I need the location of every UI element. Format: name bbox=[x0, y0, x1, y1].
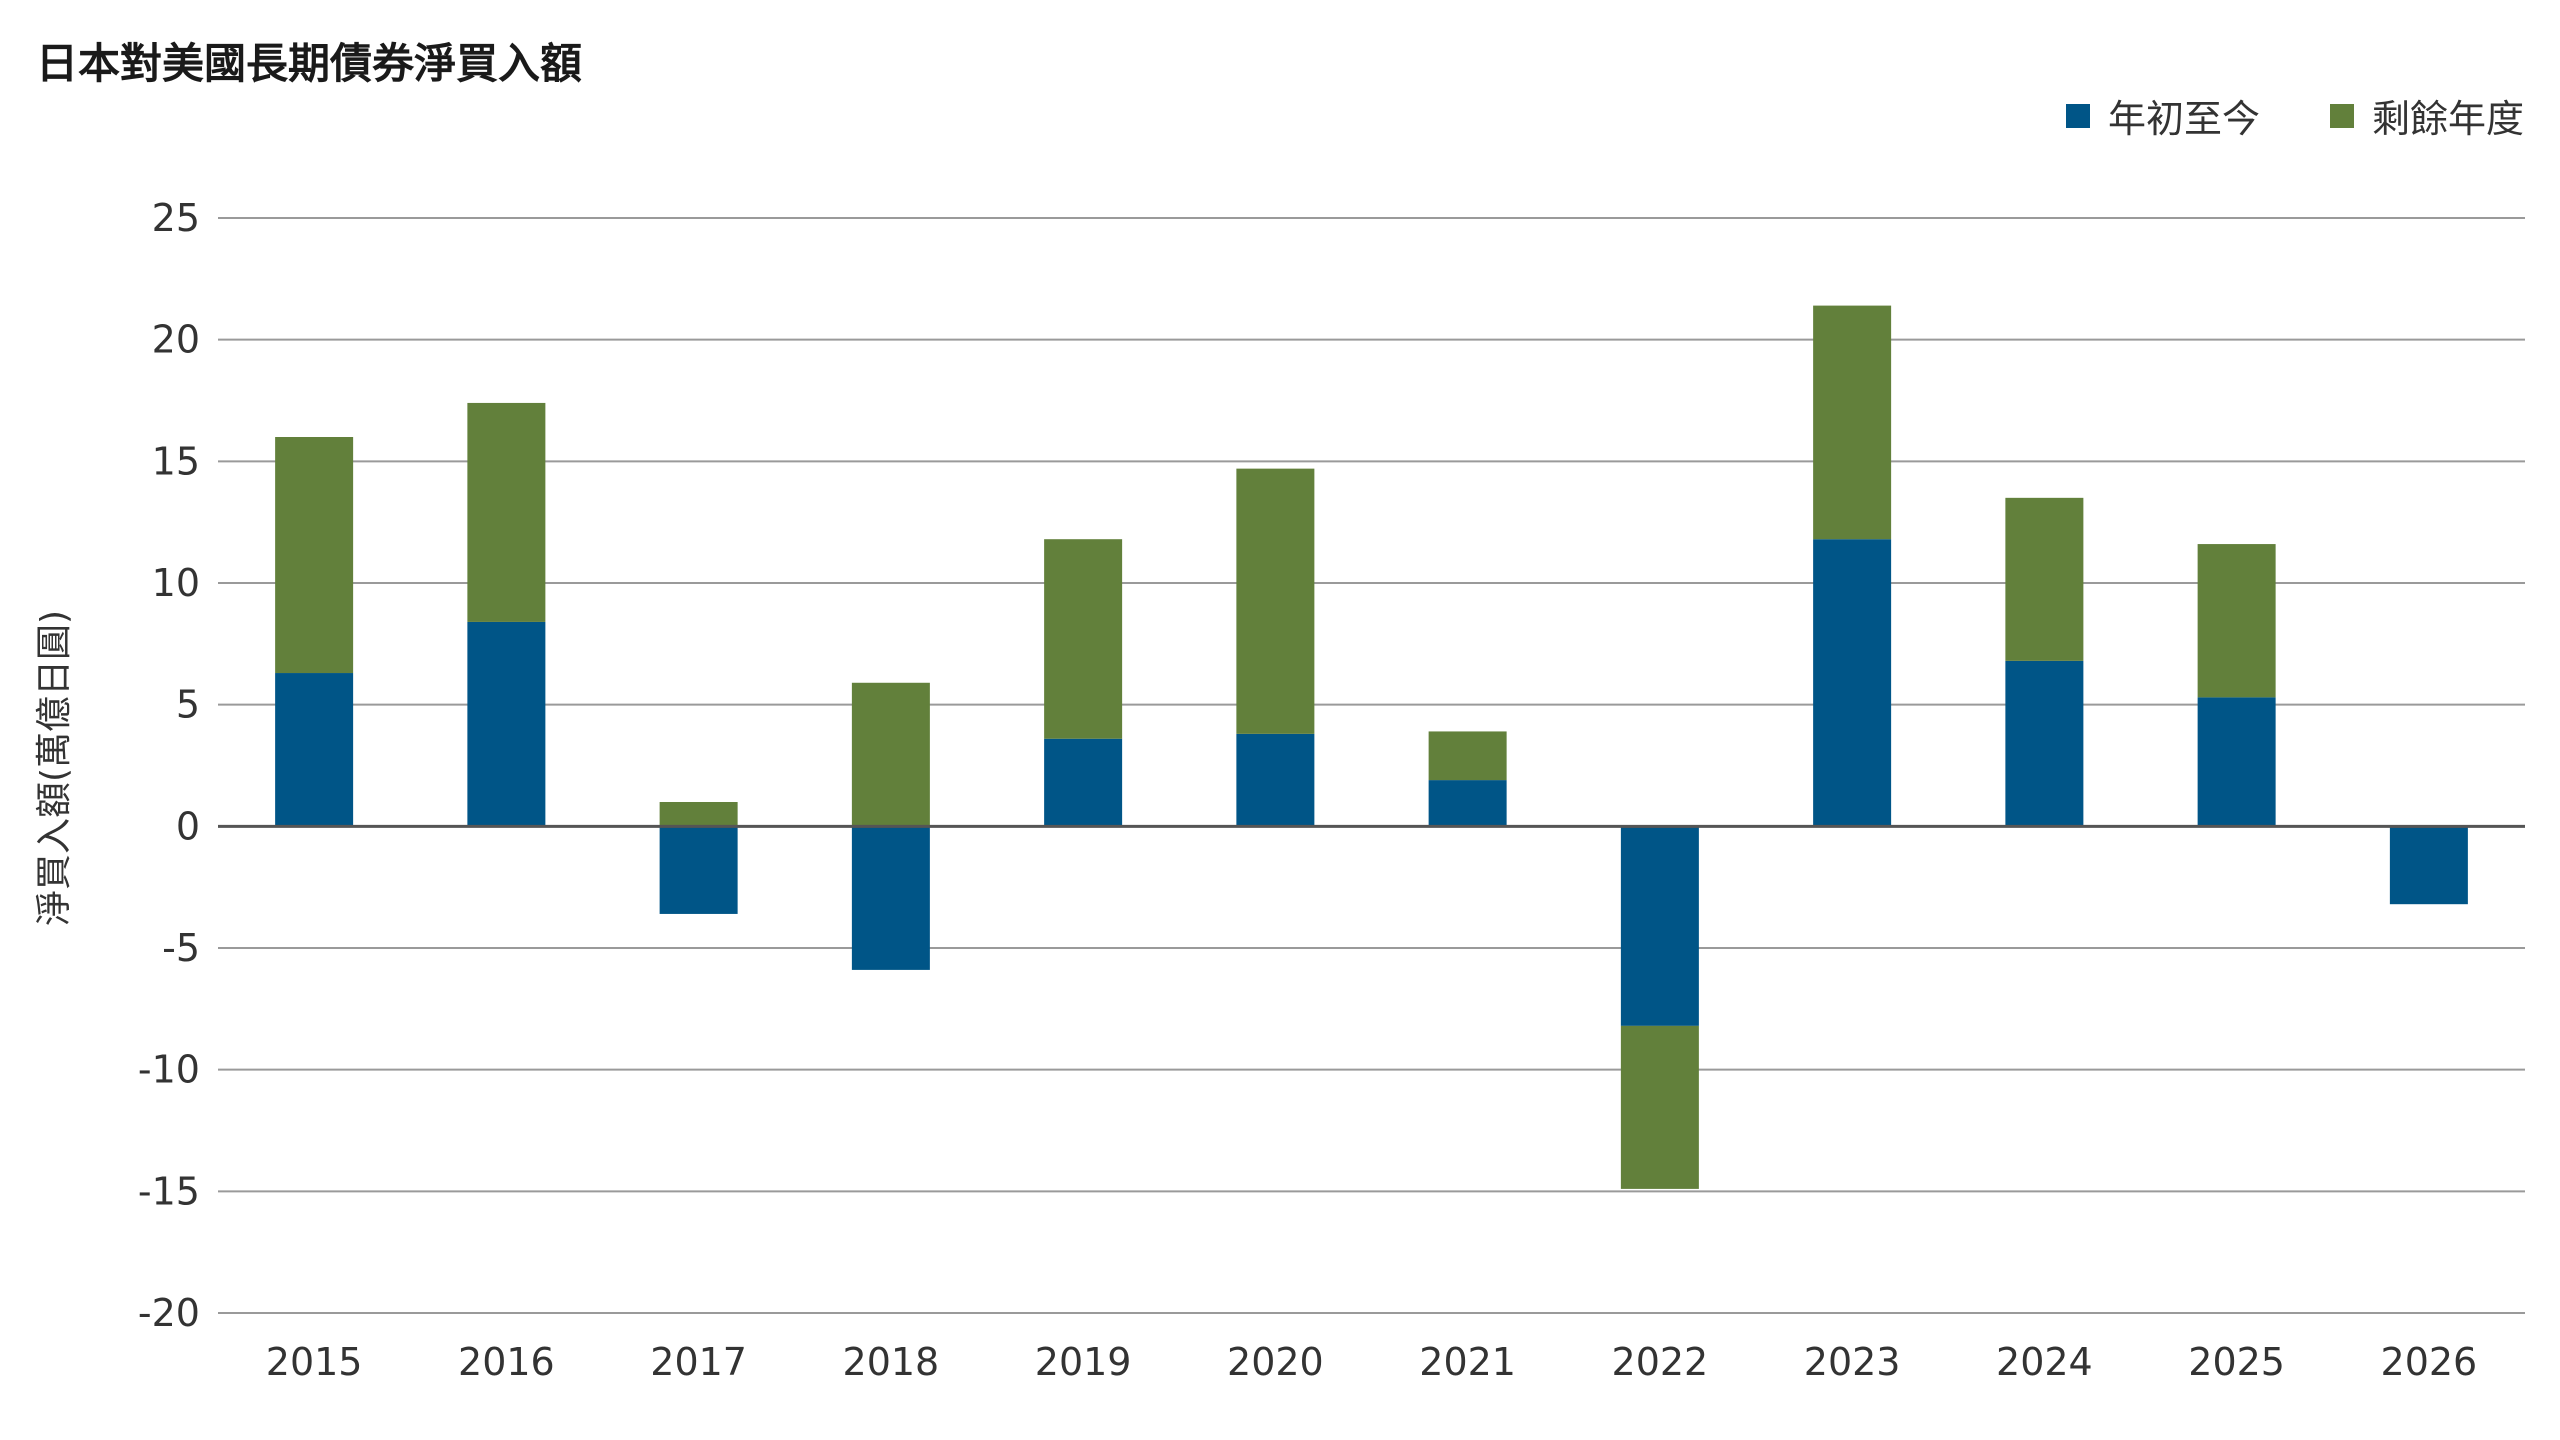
y-tick-label: -20 bbox=[138, 1291, 200, 1335]
y-axis-label: 淨買入額(萬億日圓) bbox=[34, 610, 75, 926]
x-tick-label: 2023 bbox=[1804, 1340, 1901, 1384]
bar-ytd-2019 bbox=[1044, 738, 1123, 827]
bar-remaining-2019 bbox=[1044, 539, 1123, 739]
y-tick-label: 10 bbox=[152, 561, 200, 605]
y-tick-label: -10 bbox=[138, 1048, 200, 1092]
x-tick-label: 2024 bbox=[1996, 1340, 2093, 1384]
x-tick-label: 2026 bbox=[2381, 1340, 2478, 1384]
x-tick-label: 2018 bbox=[843, 1340, 940, 1384]
bar-remaining-2016 bbox=[467, 402, 546, 622]
bar-remaining-2022 bbox=[1620, 1025, 1699, 1189]
legend-item-remaining: 剩餘年度 bbox=[2329, 88, 2524, 143]
bar-remaining-2017 bbox=[659, 802, 738, 827]
y-tick-label: 20 bbox=[152, 318, 200, 362]
bar-remaining-2015 bbox=[275, 437, 354, 674]
bar-ytd-2026 bbox=[2389, 826, 2468, 905]
bar-ytd-2023 bbox=[1813, 539, 1892, 827]
bar-ytd-2017 bbox=[659, 826, 738, 914]
x-tick-label: 2020 bbox=[1227, 1340, 1324, 1384]
y-tick-label: 5 bbox=[176, 683, 200, 727]
gridlines bbox=[218, 217, 2525, 1314]
bar-remaining-2020 bbox=[1236, 468, 1315, 734]
legend-label-ytd: 年初至今 bbox=[2107, 97, 2260, 141]
chart-title: 日本對美國長期債券淨買入額 bbox=[36, 39, 583, 88]
bar-ytd-2024 bbox=[2005, 660, 2084, 827]
x-tick-label: 2022 bbox=[1612, 1340, 1709, 1384]
bar-ytd-2020 bbox=[1236, 733, 1315, 827]
y-tick-label: -15 bbox=[138, 1169, 200, 1213]
y-tick-label: 15 bbox=[152, 439, 200, 483]
legend-item-ytd: 年初至今 bbox=[2065, 88, 2260, 143]
bar-remaining-2018 bbox=[851, 682, 930, 827]
y-tick-label: 0 bbox=[176, 804, 200, 848]
x-tick-label: 2017 bbox=[650, 1340, 747, 1384]
legend: 年初至今 剩餘年度 bbox=[2065, 88, 2524, 143]
bar-ytd-2021 bbox=[1428, 780, 1507, 827]
x-tick-label: 2025 bbox=[2188, 1340, 2285, 1384]
legend-label-remaining: 剩餘年度 bbox=[2371, 97, 2524, 141]
legend-swatch-ytd bbox=[2065, 103, 2090, 128]
y-tick-label: 25 bbox=[152, 196, 200, 240]
bar-ytd-2022 bbox=[1620, 826, 1699, 1026]
bar-ytd-2018 bbox=[851, 826, 930, 970]
legend-swatch-remaining bbox=[2329, 103, 2354, 128]
y-tick-label: -5 bbox=[162, 926, 200, 970]
bar-ytd-2016 bbox=[467, 621, 546, 827]
bar-remaining-2024 bbox=[2005, 497, 2084, 661]
x-tick-label: 2021 bbox=[1419, 1340, 1516, 1384]
bars bbox=[275, 305, 2468, 1189]
x-tick-label: 2016 bbox=[458, 1340, 555, 1384]
bar-remaining-2025 bbox=[2197, 544, 2276, 698]
bar-ytd-2015 bbox=[275, 673, 354, 827]
bar-remaining-2021 bbox=[1428, 731, 1507, 781]
bar-ytd-2025 bbox=[2197, 697, 2276, 827]
bar-remaining-2023 bbox=[1813, 305, 1892, 540]
x-tick-label: 2019 bbox=[1035, 1340, 1132, 1384]
x-tick-label: 2015 bbox=[266, 1340, 363, 1384]
